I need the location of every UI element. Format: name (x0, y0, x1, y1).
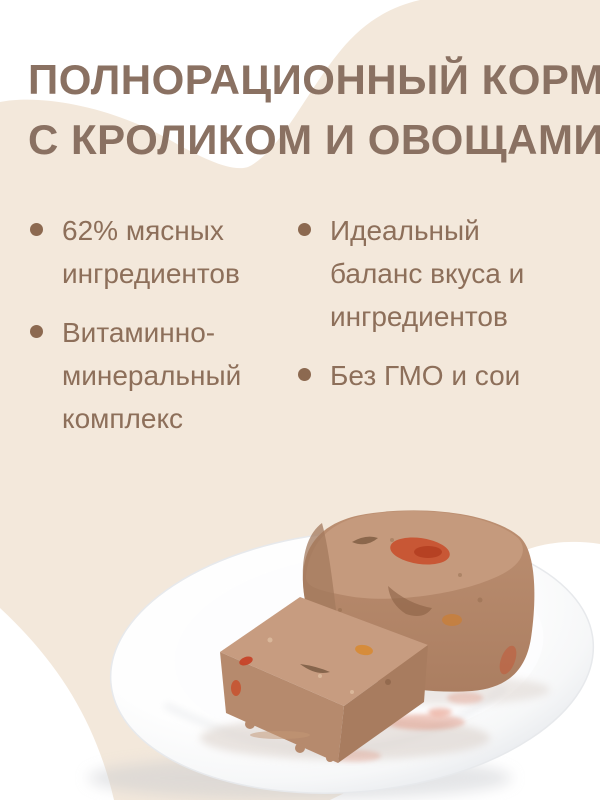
bullet-dot-icon (298, 368, 311, 381)
benefit-text: Без ГМО и сои (330, 354, 520, 397)
benefit-line: минеральный (62, 360, 242, 391)
benefit-line: баланс вкуса и (330, 258, 525, 289)
benefit-line: Идеальный (330, 215, 480, 246)
benefit-item: Витаминно- минеральный комплекс (30, 311, 298, 440)
red-streak-right (499, 645, 517, 675)
front-face-streak (250, 731, 310, 739)
benefit-line: Витаминно- (62, 317, 216, 348)
pate-crevice (388, 586, 432, 616)
pate-chunk-front-end (338, 645, 428, 763)
benefits-column-right: Идеальный баланс вкуса и ингредиентов Бе… (298, 209, 594, 440)
red-pepper-core (414, 546, 442, 558)
benefit-line: комплекс (62, 403, 184, 434)
pate-chunk-front-face (220, 652, 344, 763)
bullet-dot-icon (298, 223, 311, 236)
juice-smears (329, 692, 483, 762)
mushroom-sliver-front (300, 664, 330, 673)
pate-chunk-front (220, 597, 428, 763)
heading-line-1: ПОЛНОРАЦИОННЫЙ КОРМ (28, 56, 600, 103)
benefit-line: ингредиентов (330, 301, 508, 332)
pate-chunk-front-top (220, 597, 428, 706)
red-pepper-fleck-2 (231, 680, 241, 696)
dark-speck (385, 679, 391, 685)
benefits-list: 62% мясных ингредиентов Витаминно- минер… (30, 209, 594, 440)
page-title: ПОЛНОРАЦИОННЫЙ КОРМ С КРОЛИКОМ И ОВОЩАМИ (28, 50, 600, 170)
bullet-dot-icon (30, 325, 43, 338)
crumb-bumps (245, 719, 334, 762)
benefit-item: 62% мясных ингредиентов (30, 209, 298, 295)
mushroom-sliver (352, 536, 378, 545)
benefit-line: Без ГМО и сои (330, 360, 521, 391)
heading-line-2: С КРОЛИКОМ И ОВОЩАМИ (28, 116, 600, 163)
benefit-line: 62% мясных (62, 215, 224, 246)
benefit-text: 62% мясных ингредиентов (62, 209, 240, 295)
benefit-text: Идеальный баланс вкуса и ингредиентов (330, 209, 524, 338)
carrot-fleck-front (355, 644, 373, 656)
front-texture-specks (267, 637, 354, 694)
red-pepper-fleck (239, 656, 253, 666)
bullet-dot-icon (30, 223, 43, 236)
benefit-text: Витаминно- минеральный комплекс (62, 311, 241, 440)
benefit-line: ингредиентов (62, 258, 240, 289)
carrot-fleck (442, 614, 462, 626)
product-photo (88, 510, 600, 800)
benefit-item: Идеальный баланс вкуса и ингредиентов (298, 209, 594, 338)
benefits-column-left: 62% мясных ингредиентов Витаминно- минер… (30, 209, 298, 440)
benefit-item: Без ГМО и сои (298, 354, 594, 397)
